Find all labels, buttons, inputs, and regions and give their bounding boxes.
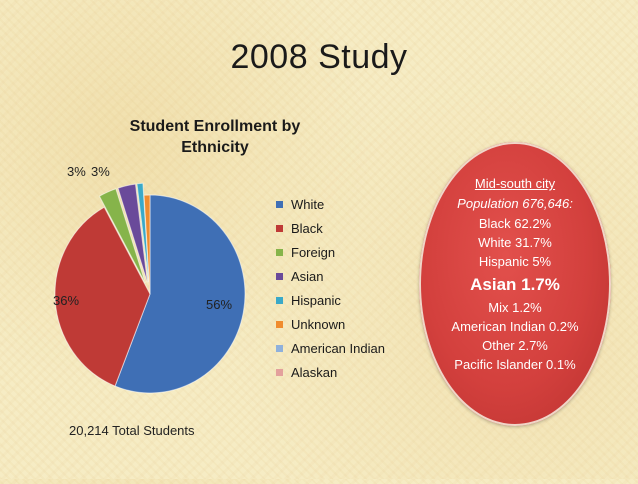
legend-item-foreign: Foreign [276, 245, 406, 263]
legend-item-white: White [276, 197, 406, 215]
callout-highlight-asian: Asian 1.7% [470, 275, 560, 294]
pie-slice-foreign [98, 188, 146, 284]
callout-line-pacific-islander: Pacific Islander 0.1% [454, 357, 576, 372]
legend-label-foreign: Foreign [291, 245, 336, 260]
legend-item-alaskan: Alaskan [276, 365, 406, 383]
legend-item-black: Black [276, 221, 406, 239]
data-label-black: 36% [53, 293, 80, 308]
legend-label-alaskan: Alaskan [291, 365, 338, 380]
legend-label-asian: Asian [291, 269, 324, 284]
legend-label-american-indian: American Indian [291, 341, 385, 356]
pie-slice-hispanic [136, 182, 150, 283]
chart-title-line-2: Ethnicity [181, 139, 249, 156]
data-label-foreign: 3% [67, 164, 86, 179]
pie-slice-white [114, 194, 246, 394]
data-label-asian: 3% [91, 164, 110, 179]
pie-slice-black [54, 206, 151, 387]
legend-swatch-alaskan [276, 369, 283, 376]
callout-population: Population 676,646: [457, 196, 573, 211]
callout-line-american-indian: American Indian 0.2% [451, 319, 579, 334]
callout-heading: Mid-south city [474, 176, 556, 191]
legend-swatch-foreign [276, 249, 283, 256]
legend-item-hispanic: Hispanic [276, 293, 406, 311]
legend-label-white: White [291, 197, 325, 212]
callout-line-hispanic: Hispanic 5% [478, 254, 552, 269]
legend-item-asian: Asian [276, 269, 406, 287]
legend-swatch-asian [276, 273, 283, 280]
legend-swatch-hispanic [276, 297, 283, 304]
legend-label-hispanic: Hispanic [291, 293, 341, 308]
city-population-callout [419, 142, 611, 426]
callout-line-other: Other 2.7% [482, 338, 548, 353]
chart-title: Student Enrollment by Ethnicity [100, 116, 330, 158]
callout-line-white: White 31.7% [478, 235, 552, 250]
slide-title: 2008 Study [230, 38, 408, 76]
pie-slice-unknown [143, 194, 151, 295]
chart-title-line-1: Student Enrollment by [129, 118, 301, 135]
legend-swatch-american-indian [276, 345, 283, 352]
callout-line-mix: Mix 1.2% [488, 300, 542, 315]
legend-swatch-black [276, 225, 283, 232]
legend-item-american-indian: American Indian [276, 341, 406, 359]
callout-line-black: Black 62.2% [478, 216, 552, 231]
total-students-label: 20,214 Total Students [69, 423, 195, 438]
data-label-white: 56% [206, 297, 233, 312]
legend-label-black: Black [291, 221, 323, 236]
legend-item-unknown: Unknown [276, 317, 406, 335]
pie-slice-asian [117, 183, 148, 283]
legend-swatch-unknown [276, 321, 283, 328]
legend-swatch-white [276, 201, 283, 208]
legend-label-unknown: Unknown [291, 317, 346, 332]
